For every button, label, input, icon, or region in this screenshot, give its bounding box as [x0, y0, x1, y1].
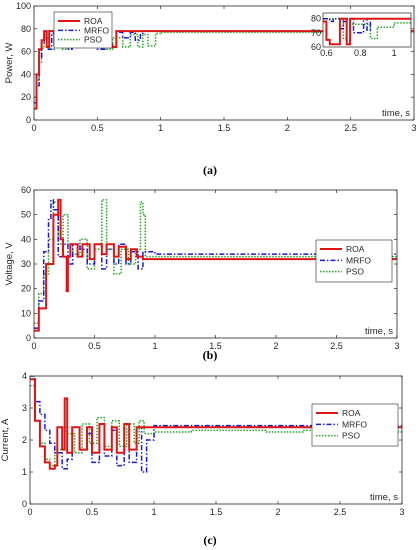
series-line-mrfo [34, 199, 397, 329]
y-tick-label: 60 [21, 185, 31, 195]
y-tick-label: 0 [26, 115, 31, 125]
x-tick-label: 2.5 [330, 341, 343, 351]
series-line-roa [34, 198, 397, 332]
x-tick-label: 2.5 [344, 123, 357, 133]
y-axis-label: Power, W [4, 43, 15, 84]
y-tick-label: 2 [22, 435, 27, 445]
x-tick-label: 3 [411, 123, 416, 133]
x-tick-label: 1.5 [218, 123, 231, 133]
axes-frame [33, 189, 398, 339]
x-tick-label: 3 [394, 341, 399, 351]
legend-label-mrfo: MRFO [346, 255, 371, 265]
y-tick-label: 50 [21, 210, 31, 220]
panel-label: (b) [203, 348, 218, 362]
legend-label-roa: ROA [84, 16, 103, 26]
x-tick-label: 2 [273, 341, 278, 351]
y-tick-label: 0 [22, 499, 27, 509]
x-tick-label: 3 [399, 507, 404, 517]
inset-y-tick-label: 60 [311, 42, 321, 52]
series-group [34, 198, 397, 332]
legend-label-pso: PSO [346, 267, 364, 277]
y-axis-label: Voltage, V [4, 242, 15, 286]
y-tick-label: 40 [21, 234, 31, 244]
axes-frame [29, 375, 403, 505]
chart-panel-3: 0 0.5 1 1.5 2 2.5 3 0 1 2 3 4 time, s Current, A ROAMR… [0, 371, 405, 547]
inset-x-tick-label: 0.8 [354, 48, 367, 58]
legend-label-pso: PSO [84, 35, 102, 45]
x-tick-label: 0.5 [91, 123, 104, 133]
inset-frame [322, 12, 412, 48]
x-tick-label: 1 [152, 341, 157, 351]
legend-box [53, 11, 113, 49]
x-axis-label: time, s [382, 108, 410, 119]
inset-x-tick-label: 0.6 [320, 48, 333, 58]
y-tick-label: 40 [21, 69, 31, 79]
x-tick-label: 2 [275, 507, 280, 517]
y-tick-label: 4 [22, 371, 27, 381]
x-tick-label: 1.5 [209, 341, 222, 351]
y-tick-label: 20 [21, 92, 31, 102]
legend-label-mrfo: MRFO [84, 25, 109, 35]
inset-y-tick-label: 70 [311, 28, 321, 38]
y-tick-label: 30 [21, 259, 31, 269]
inset-y-tick-label: 80 [311, 14, 321, 24]
x-tick-label: 0.5 [86, 507, 99, 517]
x-tick-label: 2 [285, 123, 290, 133]
inset-x-tick-label: 1 [392, 48, 397, 58]
y-tick-label: 0 [26, 333, 31, 343]
inset-series-line-roa [323, 17, 411, 46]
y-axis-label: Current, A [0, 418, 11, 461]
x-tick-label: 1.5 [210, 507, 223, 517]
y-tick-label: 10 [21, 308, 31, 318]
x-tick-label: 0 [27, 507, 32, 517]
axes-frame [33, 5, 415, 121]
y-tick-label: 100 [16, 1, 31, 11]
y-tick-label: 60 [21, 47, 31, 57]
chart-panel-1: 0 0.5 1 1.5 2 2.5 3 0 20 40 60 80 100 time, s Power, W… [4, 1, 417, 177]
panel-label: (c) [203, 533, 216, 547]
y-tick-label: 80 [21, 24, 31, 34]
inset-series-group [323, 17, 411, 46]
x-tick-label: 1 [158, 123, 163, 133]
legend-box [315, 239, 393, 283]
x-tick-label: 0 [31, 341, 36, 351]
x-tick-label: 1 [151, 507, 156, 517]
x-axis-label: time, s [365, 326, 393, 337]
x-tick-label: 0.5 [88, 341, 101, 351]
y-tick-label: 20 [21, 284, 31, 294]
inset-chart: 0.6 0.8 1 60 70 80 [311, 12, 412, 58]
x-axis-label: time, s [370, 492, 398, 503]
panel-label: (a) [203, 163, 217, 177]
legend-box [311, 403, 399, 447]
legend-label-mrfo: MRFO [342, 419, 367, 429]
series-line-roa [30, 378, 402, 470]
series-group [30, 376, 402, 473]
x-tick-label: 0 [31, 123, 36, 133]
legend-label-pso: PSO [342, 431, 360, 441]
legend-label-roa: ROA [346, 244, 365, 254]
y-tick-label: 1 [22, 467, 27, 477]
x-tick-label: 2.5 [334, 507, 347, 517]
y-tick-label: 3 [22, 403, 27, 413]
legend-label-roa: ROA [342, 408, 361, 418]
